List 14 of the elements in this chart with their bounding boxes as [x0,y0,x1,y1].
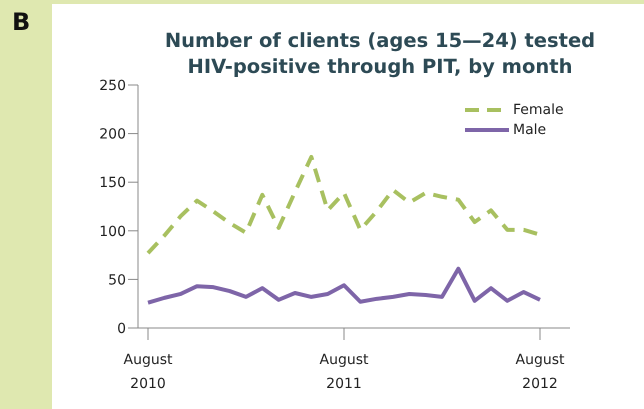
y-tick-label: 250 [99,78,126,94]
chart-title: Number of clients (ages 15—24) tested HIV-positive through PIT, by month [164,29,596,78]
y-tick-label: 150 [99,175,126,192]
y-tick-label: 50 [108,272,126,288]
y-tick-label: 0 [117,320,126,337]
x-tick-label: August 2010 [124,352,174,392]
x-tick-label: August 2012 [516,352,566,392]
x-tick-label: August 2011 [320,352,370,392]
line-series [146,266,542,305]
legend-label: Male [513,122,546,138]
y-tick-label: 200 [99,126,126,143]
text: B [12,8,30,36]
legend-label: Female [513,102,564,118]
y-tick-label: 100 [99,224,126,240]
